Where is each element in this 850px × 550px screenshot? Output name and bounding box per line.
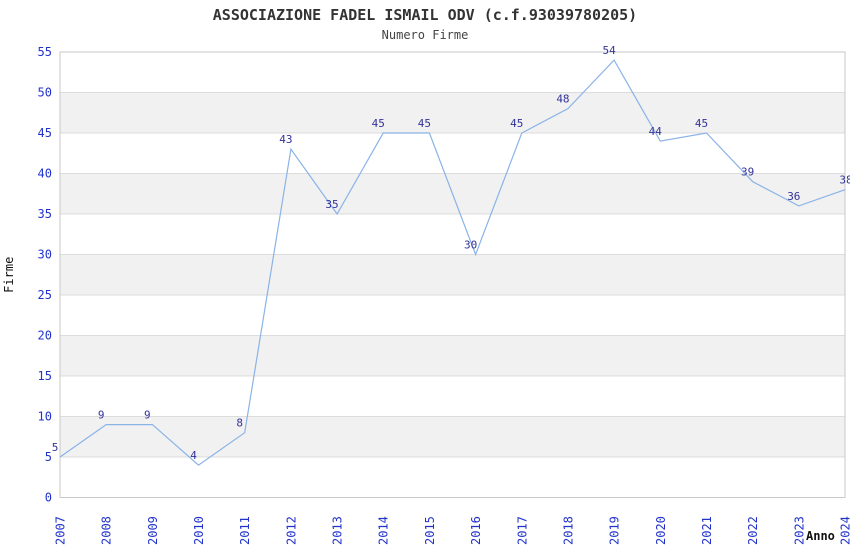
x-tick-label: 2008 — [100, 516, 114, 545]
plot-frame — [59, 51, 846, 498]
y-tick-label: 50 — [38, 86, 52, 100]
data-point-label: 30 — [464, 239, 477, 252]
x-tick-label: 2017 — [515, 516, 529, 545]
data-point-label: 44 — [649, 125, 663, 138]
x-tick-label: 2015 — [423, 516, 437, 545]
x-tick-label: 2014 — [377, 516, 391, 545]
y-tick-label: 25 — [38, 288, 52, 302]
y-tick-label: 10 — [38, 410, 52, 424]
x-tick-label: 2018 — [561, 516, 575, 545]
y-tick-label: 40 — [38, 167, 52, 181]
data-point-label: 39 — [741, 166, 754, 179]
x-tick-label: 2011 — [238, 516, 252, 545]
data-point-label: 54 — [602, 44, 616, 57]
x-tick-label: 2020 — [654, 516, 668, 545]
y-tick-label: 20 — [38, 329, 52, 343]
data-point-label: 35 — [325, 198, 338, 211]
x-tick-label: 2022 — [746, 516, 760, 545]
grid-band — [60, 254, 845, 295]
y-tick-label: 15 — [38, 369, 52, 383]
data-point-label: 5 — [52, 441, 59, 454]
y-tick-label: 55 — [38, 45, 52, 59]
data-point-label: 9 — [98, 409, 105, 422]
grid-band — [60, 92, 845, 133]
chart-title: ASSOCIAZIONE FADEL ISMAIL ODV (c.f.93039… — [212, 6, 638, 24]
data-point-label: 4 — [190, 449, 197, 462]
data-point-label: 45 — [418, 117, 431, 130]
y-tick-label: 30 — [38, 248, 52, 262]
y-tick-label: 5 — [45, 450, 52, 464]
grid-band — [60, 416, 845, 457]
data-point-label: 45 — [372, 117, 385, 130]
y-tick-label: 45 — [38, 126, 52, 140]
data-point-label: 45 — [695, 117, 708, 130]
x-tick-label: 2007 — [54, 516, 68, 545]
y-tick-label: 35 — [38, 207, 52, 221]
data-point-label: 9 — [144, 409, 151, 422]
x-tick-label: 2009 — [146, 516, 160, 545]
x-tick-label: 2024 — [839, 516, 850, 545]
x-tick-label: 2010 — [192, 516, 206, 545]
y-tick-label: 0 — [45, 491, 52, 505]
data-point-label: 38 — [839, 174, 850, 187]
x-tick-label: 2023 — [792, 516, 806, 545]
x-axis-title: Anno — [806, 529, 835, 543]
x-tick-label: 2013 — [331, 516, 345, 545]
data-point-label: 43 — [279, 133, 292, 146]
data-line — [59, 59, 846, 466]
chart-subtitle: Numero Firme — [381, 28, 469, 42]
grid-band — [60, 335, 845, 376]
data-point-label: 8 — [236, 417, 243, 430]
x-tick-label: 2012 — [284, 516, 298, 545]
y-axis-title: Firme — [2, 257, 16, 293]
data-point-label: 36 — [787, 190, 800, 203]
data-point-label: 45 — [510, 117, 523, 130]
x-tick-label: 2021 — [700, 516, 714, 545]
data-point-label: 48 — [556, 93, 569, 106]
x-tick-label: 2019 — [608, 516, 622, 545]
x-tick-label: 2016 — [469, 516, 483, 545]
